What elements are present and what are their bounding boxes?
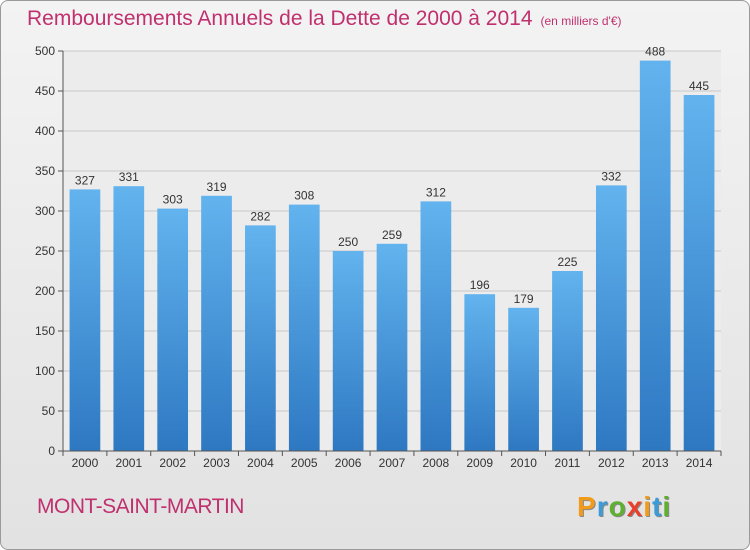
y-tick-label: 150 xyxy=(35,324,55,338)
data-label: 196 xyxy=(470,278,490,292)
data-label: 179 xyxy=(514,292,534,306)
y-tick-label: 100 xyxy=(35,364,55,378)
bar-2006 xyxy=(332,251,364,451)
logo-letter: t xyxy=(652,491,663,522)
data-label: 319 xyxy=(207,180,227,194)
bar-2009 xyxy=(464,294,496,451)
data-label: 331 xyxy=(119,170,139,184)
data-label: 308 xyxy=(294,189,314,203)
x-tick-label: 2014 xyxy=(686,456,713,470)
x-tick-label: 2000 xyxy=(72,456,99,470)
bar-2003 xyxy=(201,195,232,451)
bar-2002 xyxy=(157,208,189,451)
bar-layer: 327 331 303 319 282 308 250 259 312 196 179 225 332 4… xyxy=(69,45,715,451)
bar-2008 xyxy=(420,201,452,451)
x-tick-label: 2006 xyxy=(335,456,362,470)
bar-2013 xyxy=(639,60,671,451)
y-tick-label: 50 xyxy=(42,404,56,418)
commune-name: MONT-SAINT-MARTIN xyxy=(37,495,244,518)
x-tick-label: 2009 xyxy=(466,456,493,470)
y-tick-label: 300 xyxy=(35,204,55,218)
x-tick-label: 2011 xyxy=(555,456,581,470)
chart-title-text: Remboursements Annuels de la Dette de 20… xyxy=(27,7,533,30)
data-label: 282 xyxy=(250,209,270,223)
data-label: 259 xyxy=(382,228,402,242)
data-label: 327 xyxy=(75,173,95,187)
y-tick-label: 0 xyxy=(48,444,55,458)
y-tick-label: 450 xyxy=(35,84,55,98)
x-tick-label: 2003 xyxy=(203,456,230,470)
proxiti-logo: Proxiti xyxy=(577,491,671,523)
bar-2012 xyxy=(595,185,627,451)
y-tick-label: 500 xyxy=(35,44,55,58)
logo-letter: P xyxy=(577,491,597,522)
x-tick-label: 2012 xyxy=(598,456,625,470)
axis-layer: 0 50 100 150 200 250 300 350 400 450 500 2000 2001 20… xyxy=(35,44,722,470)
bar-2007 xyxy=(376,243,408,451)
x-tick-label: 2002 xyxy=(159,456,186,470)
bar-2000 xyxy=(69,189,101,451)
data-label: 332 xyxy=(601,169,621,183)
data-label: 303 xyxy=(163,193,183,207)
data-label: 225 xyxy=(557,255,577,269)
chart-subtitle: (en milliers d'€) xyxy=(540,14,622,28)
logo-letter: i xyxy=(643,491,653,522)
y-tick-label: 250 xyxy=(35,244,55,258)
data-label: 312 xyxy=(426,185,446,199)
logo-letter: i xyxy=(662,491,672,522)
x-tick-label: 2008 xyxy=(423,456,450,470)
bar-2004 xyxy=(245,225,276,451)
x-tick-label: 2004 xyxy=(247,456,274,470)
data-label: 445 xyxy=(689,79,709,93)
bar-2010 xyxy=(508,307,539,451)
logo-letter: x xyxy=(626,491,644,522)
logo-letter: r xyxy=(596,491,609,522)
bar-2001 xyxy=(113,186,145,451)
y-tick-label: 400 xyxy=(35,124,55,138)
x-tick-label: 2010 xyxy=(510,456,537,470)
x-tick-label: 2007 xyxy=(379,456,406,470)
data-label: 488 xyxy=(645,45,665,59)
x-tick-label: 2013 xyxy=(642,456,669,470)
bar-2014 xyxy=(683,95,715,451)
y-tick-label: 350 xyxy=(35,164,55,178)
x-tick-label: 2005 xyxy=(291,456,318,470)
x-tick-label: 2001 xyxy=(115,456,142,470)
bar-2005 xyxy=(288,204,320,451)
y-tick-label: 200 xyxy=(35,284,55,298)
chart-title: Remboursements Annuels de la Dette de 20… xyxy=(27,7,622,31)
logo-letter: o xyxy=(608,491,627,522)
data-label: 250 xyxy=(338,235,358,249)
bar-2011 xyxy=(552,271,583,451)
